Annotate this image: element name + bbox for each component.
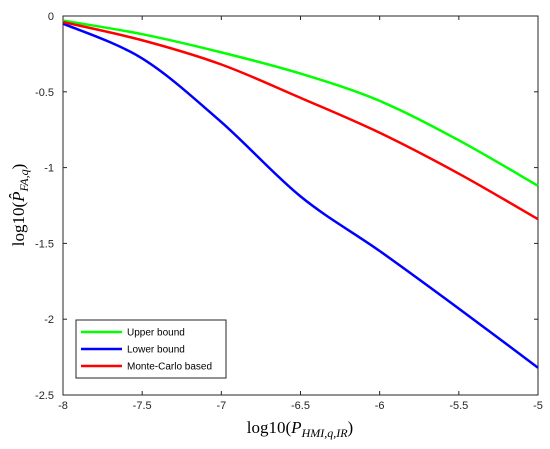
x-axis-title-close: ) — [348, 418, 354, 437]
x-tick-label: -7.5 — [133, 400, 152, 412]
y-tick-label: -1 — [44, 163, 54, 175]
x-tick-label: -5.5 — [449, 400, 468, 412]
y-axis-title-close: ) — [9, 164, 28, 170]
x-axis-title-symbol: P — [290, 418, 301, 437]
y-tick-label: 0 — [48, 11, 54, 23]
legend: Upper bound Lower bound Monte-Carlo base… — [75, 319, 227, 379]
y-tick-label: -2.5 — [35, 390, 54, 402]
series-upper-bound — [62, 19, 539, 187]
y-tick-label: -1.5 — [35, 238, 54, 250]
x-tick-label: -8 — [58, 400, 68, 412]
series-monte-carlo — [62, 20, 539, 221]
legend-label-monte-carlo: Monte-Carlo based — [127, 362, 212, 373]
x-axis-title: log10(PHMI,q,IR) — [247, 418, 353, 440]
series-layer — [62, 19, 539, 369]
y-axis-title: log10(P̂FA,q) — [9, 164, 31, 247]
y-tick-label: -2 — [44, 314, 54, 326]
x-tick-label: -6 — [375, 400, 385, 412]
y-axis-title-symbol: P̂ — [9, 192, 28, 203]
y-axis-title-base: log10( — [9, 202, 28, 247]
x-tick-label: -6.5 — [291, 400, 310, 412]
x-tick-label: -5 — [533, 400, 543, 412]
x-axis-title-base: log10( — [247, 418, 292, 437]
x-tick-label: -7 — [216, 400, 226, 412]
series-lower-bound — [62, 22, 539, 369]
y-axis-title-subscript: FA,q — [17, 169, 31, 192]
y-tick-label: -0.5 — [35, 87, 54, 99]
legend-label-lower-bound: Lower bound — [127, 345, 185, 356]
x-axis-title-subscript: HMI,q,IR — [301, 426, 349, 440]
legend-label-upper-bound: Upper bound — [127, 328, 185, 339]
ticks-layer: -8 -7.5 -7 -6.5 -6 -5.5 -5 0 -0.5 -1 -1.5 -2 -2.5 — [35, 11, 543, 412]
